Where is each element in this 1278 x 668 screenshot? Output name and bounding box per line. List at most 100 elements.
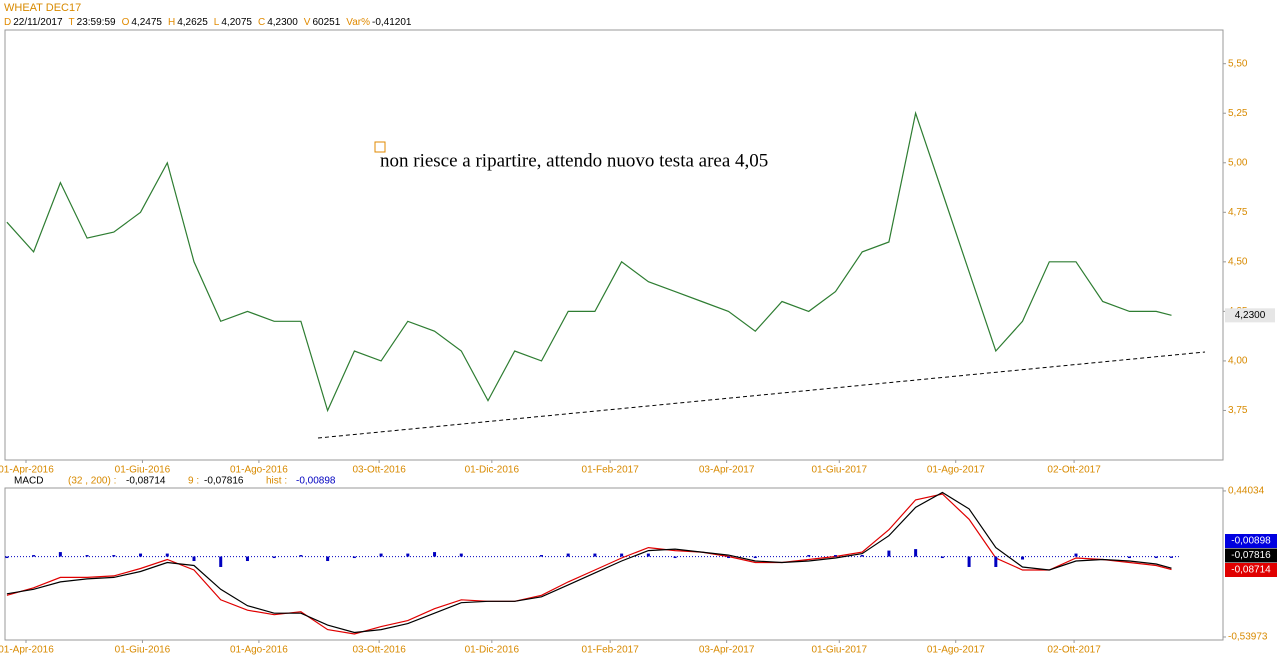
hist-bar [539, 555, 543, 557]
last-value-label: -0,00898 [1231, 536, 1271, 547]
hist-bar [1127, 556, 1131, 559]
x-tick-label: 01-Ago-2016 [230, 645, 288, 656]
y-tick-label: 3,75 [1228, 405, 1248, 416]
hist-bar [58, 552, 62, 557]
hist-bar [1074, 553, 1078, 557]
x-tick-label: 01-Apr-2016 [0, 465, 54, 476]
field-key: L [214, 17, 220, 28]
y-tick-label: 4,00 [1228, 356, 1248, 367]
x-tick-label: 03-Ott-2016 [352, 645, 406, 656]
hist-bar [299, 555, 303, 557]
hist-bar [727, 556, 731, 559]
x-tick-label: 03-Apr-2017 [699, 465, 755, 476]
hist-bar [406, 553, 410, 557]
hist-bar [994, 556, 998, 567]
hist-bar [352, 556, 356, 559]
hist-bar [272, 556, 276, 559]
y-tick-label: 5,50 [1228, 58, 1248, 69]
hist-bar [219, 556, 223, 567]
field-value: 4,2475 [131, 17, 162, 28]
price-panel [4, 29, 1224, 461]
hist-bar [379, 553, 383, 557]
hist-bar [1154, 556, 1158, 559]
annotation-marker [374, 141, 386, 153]
x-tick-label: 03-Ott-2016 [352, 465, 406, 476]
hist-bar [192, 556, 196, 562]
hist-bar [887, 550, 891, 557]
hist-bar [5, 556, 9, 559]
field-key: C [258, 17, 265, 28]
legend-name: (32 , 200) : [68, 476, 116, 487]
x-tick-label: 01-Giu-2017 [811, 465, 867, 476]
hist-bar [1169, 556, 1173, 558]
hist-bar [459, 553, 463, 557]
x-tick-label: 01-Ago-2017 [927, 645, 985, 656]
y-tick-label: -0,53973 [1228, 632, 1268, 643]
last-value-label: 4,2300 [1235, 310, 1266, 321]
hist-bar [620, 553, 624, 557]
series-line [6, 493, 1172, 635]
hist-bar [940, 556, 944, 559]
field-value: 22/11/2017 [13, 17, 63, 28]
hist-bar [326, 556, 330, 562]
x-tick-label: 01-Dic-2016 [465, 465, 520, 476]
field-key: H [168, 17, 175, 28]
legend-name: hist : [266, 476, 287, 487]
field-value: 4,2075 [221, 17, 252, 28]
hist-bar [1021, 556, 1025, 560]
y-tick-label: 5,00 [1228, 157, 1248, 168]
field-value: 4,2625 [177, 17, 208, 28]
hist-bar [914, 549, 918, 557]
y-tick-label: 4,50 [1228, 256, 1248, 267]
hist-bar [112, 555, 116, 557]
last-value-box [1225, 308, 1275, 323]
field-value: 4,2300 [267, 17, 298, 28]
legend-name: 9 : [188, 476, 199, 487]
field-value: 23:59:59 [77, 17, 116, 28]
x-tick-label: 01-Ago-2016 [230, 465, 288, 476]
hist-bar [646, 553, 650, 557]
last-value-label: -0,08714 [1231, 565, 1271, 576]
field-key: V [304, 17, 311, 28]
legend-value: -0,07816 [204, 476, 244, 487]
trendline [317, 351, 1206, 439]
hist-bar [165, 553, 169, 557]
x-tick-label: 01-Giu-2016 [115, 465, 171, 476]
hist-bar [673, 556, 677, 559]
hist-bar [967, 556, 971, 567]
x-tick-label: 02-Ott-2017 [1047, 645, 1101, 656]
last-value-box [1225, 563, 1277, 577]
x-tick-label: 01-Giu-2016 [115, 645, 171, 656]
x-tick-label: 03-Apr-2017 [699, 645, 755, 656]
macd-panel [4, 487, 1224, 641]
hist-bar [433, 552, 437, 557]
last-value-box [1225, 548, 1277, 563]
hist-bar [32, 555, 36, 557]
ohlc-header: D 22/11/2017 T 23:59:59 O 4,2475 H 4,2625 L 4,207… [4, 17, 412, 28]
x-tick-label: 01-Giu-2017 [811, 645, 867, 656]
y-tick-label: 5,25 [1228, 108, 1248, 119]
x-tick-label: 01-Feb-2017 [582, 645, 640, 656]
hist-bar [245, 556, 249, 562]
field-key: O [122, 17, 130, 28]
hist-bar [566, 553, 570, 557]
y-tick-label: 0,44034 [1228, 486, 1265, 497]
field-value: 60251 [312, 17, 340, 28]
x-tick-label: 01-Dic-2016 [465, 645, 520, 656]
series-line [6, 491, 1172, 634]
field-key: D [4, 17, 11, 28]
hist-bar [85, 555, 89, 557]
hist-bar [807, 555, 811, 557]
hist-bar [833, 555, 837, 557]
hist-bar [139, 553, 143, 557]
legend-value: -0,00898 [296, 476, 336, 487]
x-tick-label: 01-Ago-2017 [927, 465, 985, 476]
hist-bar [860, 555, 864, 557]
hist-bar [753, 556, 757, 559]
annotation: non riesce a ripartire, attendo nuovo te… [380, 150, 768, 171]
field-value: -0,41201 [372, 17, 412, 28]
y-tick-label: 4,75 [1228, 207, 1248, 218]
series-line [6, 110, 1172, 413]
